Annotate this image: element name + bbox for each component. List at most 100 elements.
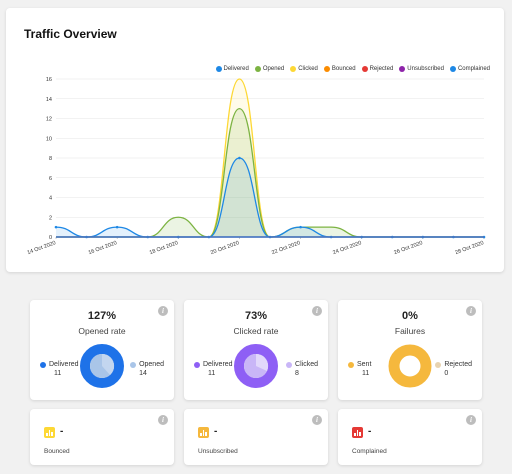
legend-item-rejected[interactable]: Rejected (361, 66, 394, 72)
sent-value: 11 (362, 370, 370, 377)
failures-donut-chart (388, 344, 432, 388)
clicked-value: 8 (295, 370, 299, 377)
rejected-label: Rejected (444, 361, 472, 368)
delivered-stat: Delivered 11 (40, 361, 79, 377)
rejected-dot (435, 361, 442, 368)
unsubscribed-label: Unsubscribed (198, 448, 238, 455)
x-tick-label: 28 Oct 2020 (454, 240, 484, 256)
series-line-opened (55, 107, 484, 238)
x-tick-label: 26 Oct 2020 (393, 240, 423, 256)
clicked-percent: 73% (244, 310, 268, 322)
clicked-donut-chart (234, 344, 278, 388)
unsubscribed-card: i - Unsubscribed (184, 409, 328, 465)
legend-label: Complained (457, 66, 490, 72)
y-tick-label: 10 (46, 136, 52, 142)
clicked-stat: Clicked 8 (286, 361, 318, 377)
legend-item-delivered[interactable]: Delivered (215, 66, 249, 72)
failures-card: i 0% Failures Sent 11 Rejected 0 (338, 300, 482, 400)
y-tick-label: 12 (46, 117, 52, 123)
delivered-stat: Delivered 11 (194, 361, 233, 377)
donut-ring (234, 344, 278, 388)
info-icon[interactable]: i (158, 415, 168, 425)
donut-slice (256, 353, 269, 371)
chart-legend: Delivered Opened Clicked Bounced Rejected Uns… (215, 66, 490, 72)
legend-swatch (323, 66, 330, 72)
legend-item-unsubscribed[interactable]: Unsubscribed (399, 66, 444, 72)
legend-label: Bounced (331, 66, 356, 72)
legend-swatch (290, 66, 297, 72)
rejected-value: 0 (444, 370, 449, 377)
opened-donut-chart (80, 344, 124, 388)
legend-swatch (449, 66, 456, 72)
delivered-value: 11 (54, 370, 62, 377)
rejected-stat: Rejected 0 (435, 361, 472, 377)
series-area-opened (56, 108, 484, 237)
opened-label: Opened (139, 361, 164, 368)
legend-item-clicked[interactable]: Clicked (290, 66, 318, 72)
sent-label: Sent (357, 361, 372, 368)
delivered-dot (40, 361, 46, 368)
info-icon[interactable]: i (466, 415, 476, 425)
traffic-overview-card: Traffic Overview Delivered Opened Clicked B… (6, 8, 504, 272)
card-title: Traffic Overview (24, 27, 117, 41)
bar-chart-icon (44, 427, 55, 438)
x-tick-label: 16 Oct 2020 (88, 240, 118, 256)
info-icon[interactable]: i (312, 415, 322, 425)
clicked-rate-card: i 73% Clicked rate Delivered 11 Clicked … (184, 300, 328, 400)
legend-label: Rejected (369, 66, 394, 72)
failures-percent: 0% (402, 310, 418, 322)
donut-slice (102, 353, 115, 375)
x-tick-label: 20 Oct 2020 (210, 240, 240, 256)
y-tick-label: 0 (49, 235, 52, 241)
failures-label: Failures (394, 326, 426, 336)
opened-rate-label: Opened rate (78, 326, 126, 336)
x-tick-label: 18 Oct 2020 (149, 240, 179, 256)
donut-ring (80, 344, 124, 388)
complained-value: - (368, 426, 372, 437)
bounced-value: - (60, 426, 64, 437)
traffic-chart: 0 2 4 6 8 10 12 14 16 14 Oct 2020 16 Oct 2020 18 Oc… (26, 77, 486, 256)
data-point-delivered (238, 156, 241, 160)
y-tick-label: 16 (46, 77, 52, 83)
legend-item-opened[interactable]: Opened (254, 66, 285, 72)
y-tick-label: 4 (49, 196, 52, 202)
legend-item-complained[interactable]: Complained (449, 66, 490, 72)
y-tick-label: 14 (46, 97, 52, 103)
sent-dot (348, 361, 354, 368)
donut-inner (400, 356, 420, 376)
opened-percent: 127% (87, 310, 117, 322)
delivered-label: Delivered (49, 361, 79, 368)
opened-dot (130, 361, 137, 368)
opened-rate-card: i 127% Opened rate Delivered 11 Opened 1… (30, 300, 174, 400)
data-point-delivered (299, 225, 302, 229)
legend-swatch (361, 66, 368, 72)
legend-label: Opened (262, 66, 285, 72)
x-tick-label: 24 Oct 2020 (332, 240, 362, 256)
clicked-rate-label: Clicked rate (233, 326, 279, 336)
bounced-label: Bounced (44, 448, 70, 455)
y-tick-label: 8 (49, 156, 52, 162)
opened-value: 14 (139, 370, 147, 377)
x-tick-label: 14 Oct 2020 (26, 240, 56, 256)
info-icon[interactable]: i (312, 306, 322, 316)
clicked-label: Clicked (295, 361, 318, 368)
y-tick-label: 6 (49, 176, 52, 182)
bar-chart-icon (198, 427, 209, 438)
bar-chart-icon (352, 427, 363, 438)
bounced-card: i - Bounced (30, 409, 174, 465)
delivered-value: 11 (208, 370, 216, 377)
y-tick-label: 2 (49, 215, 52, 221)
legend-label: Delivered (223, 66, 249, 72)
legend-swatch (254, 66, 261, 72)
unsubscribed-value: - (214, 426, 218, 437)
legend-item-bounced[interactable]: Bounced (323, 66, 356, 72)
clicked-dot (286, 361, 293, 368)
legend-swatch (399, 66, 406, 72)
data-point-delivered (115, 225, 119, 229)
delivered-dot (194, 361, 200, 368)
delivered-label: Delivered (203, 361, 233, 368)
complained-label: Complained (352, 448, 387, 455)
info-icon[interactable]: i (158, 306, 168, 316)
info-icon[interactable]: i (466, 306, 476, 316)
legend-label: Unsubscribed (407, 66, 444, 72)
